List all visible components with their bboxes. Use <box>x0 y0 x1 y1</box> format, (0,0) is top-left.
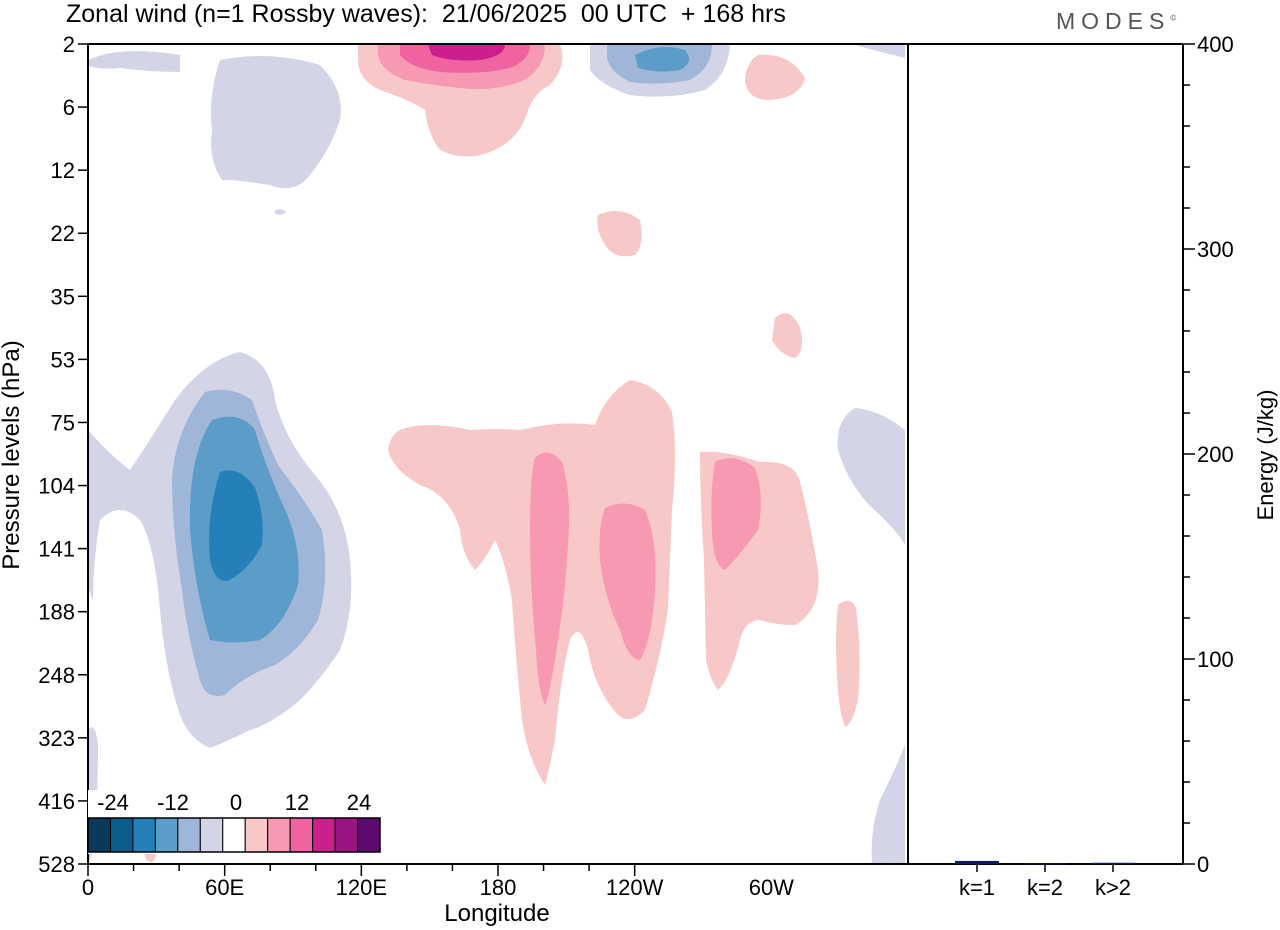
colorbar-swatch <box>244 817 269 853</box>
energy-tick-label: 100 <box>1197 647 1234 672</box>
colorbar-swatch <box>177 817 201 853</box>
y-tick-label: 528 <box>38 852 75 877</box>
energy-bar <box>1091 862 1135 864</box>
colorbar-swatch <box>109 817 134 853</box>
contour-positive-medium <box>599 503 656 660</box>
energy-axis-ticks: 0 100 200 300 400 <box>1183 32 1234 877</box>
y-tick-label: 141 <box>38 537 75 562</box>
colorbar-swatch <box>312 817 336 853</box>
contour-negative-deep <box>635 46 689 72</box>
energy-category-label: k>2 <box>1095 875 1131 900</box>
colorbar-swatch <box>357 817 381 853</box>
x-axis-ticks: 0 60E 120E 180 120W 60W <box>82 864 794 900</box>
x-tick-label: 180 <box>480 875 517 900</box>
energy-tick-label: 200 <box>1197 442 1234 467</box>
colorbar-swatch <box>132 817 156 853</box>
y-tick-label: 323 <box>38 726 75 751</box>
colorbar-swatch <box>289 817 314 853</box>
contour-positive-core <box>428 45 505 61</box>
energy-category-label: k=1 <box>959 875 995 900</box>
colorbar-swatch <box>87 817 111 853</box>
colorbar-label: 0 <box>230 790 242 815</box>
y-tick-label: 104 <box>38 474 75 499</box>
contour-negative-light <box>211 56 341 189</box>
energy-category-label: k=2 <box>1027 875 1063 900</box>
colorbar-label: -12 <box>157 790 189 815</box>
x-axis-label: Longitude <box>444 900 550 927</box>
y-axis-ticks: 2 6 12 22 35 53 75 104 141 188 248 323 416 528 <box>38 32 88 877</box>
energy-bar <box>1023 863 1067 865</box>
contour-negative-light <box>88 51 180 72</box>
x-tick-label: 0 <box>82 875 94 900</box>
y-tick-label: 188 <box>38 600 75 625</box>
contour-negative-light <box>275 209 286 215</box>
x-tick-label: 60W <box>749 875 794 900</box>
y-tick-label: 6 <box>63 95 75 120</box>
energy-tick-label: 400 <box>1197 32 1234 57</box>
x-tick-label: 120E <box>336 875 387 900</box>
colorbar: -24 -12 0 12 24 <box>87 790 382 854</box>
colorbar-label: 24 <box>347 790 371 815</box>
y-tick-label: 2 <box>63 32 75 57</box>
x-tick-label: 60E <box>205 875 244 900</box>
chart-title: Zonal wind (n=1 Rossby waves): 21/06/202… <box>66 0 786 28</box>
colorbar-label: 12 <box>285 790 309 815</box>
energy-bar <box>955 860 999 864</box>
contour-positive-medium <box>530 452 570 705</box>
contour-positive-light <box>772 313 803 358</box>
y-tick-label: 22 <box>51 221 75 246</box>
contour-negative-light <box>855 45 905 58</box>
contour-negative-light <box>871 745 905 864</box>
colorbar-swatch <box>222 817 246 853</box>
y-tick-label: 416 <box>38 789 75 814</box>
colorbar-swatch <box>154 817 179 853</box>
x-tick-label: 120W <box>606 875 664 900</box>
contour-positive-medium <box>711 458 761 570</box>
y-tick-label: 35 <box>51 284 75 309</box>
contour-negative-core <box>209 470 263 581</box>
energy-tick-label: 300 <box>1197 237 1234 262</box>
y-tick-label: 12 <box>51 158 75 183</box>
energy-tick-label: 0 <box>1197 852 1209 877</box>
y-tick-label: 248 <box>38 663 75 688</box>
colorbar-label: -24 <box>97 790 129 815</box>
modes-logo: MODES© <box>1056 8 1177 34</box>
colorbar-swatch <box>199 817 224 853</box>
y-tick-label: 75 <box>51 410 75 435</box>
contour-positive-light <box>144 853 156 862</box>
contour-negative-light <box>837 408 905 545</box>
colorbar-swatch <box>334 817 359 853</box>
colorbar-frame <box>87 817 381 853</box>
y-tick-label: 53 <box>51 347 75 372</box>
contour-positive-light <box>745 54 805 100</box>
contour-positive-light <box>836 600 860 727</box>
energy-bars: k=1 k=2 k>2 <box>955 860 1135 900</box>
contour-field <box>88 45 905 864</box>
contour-positive-light <box>597 211 642 257</box>
colorbar-swatch <box>267 817 291 853</box>
